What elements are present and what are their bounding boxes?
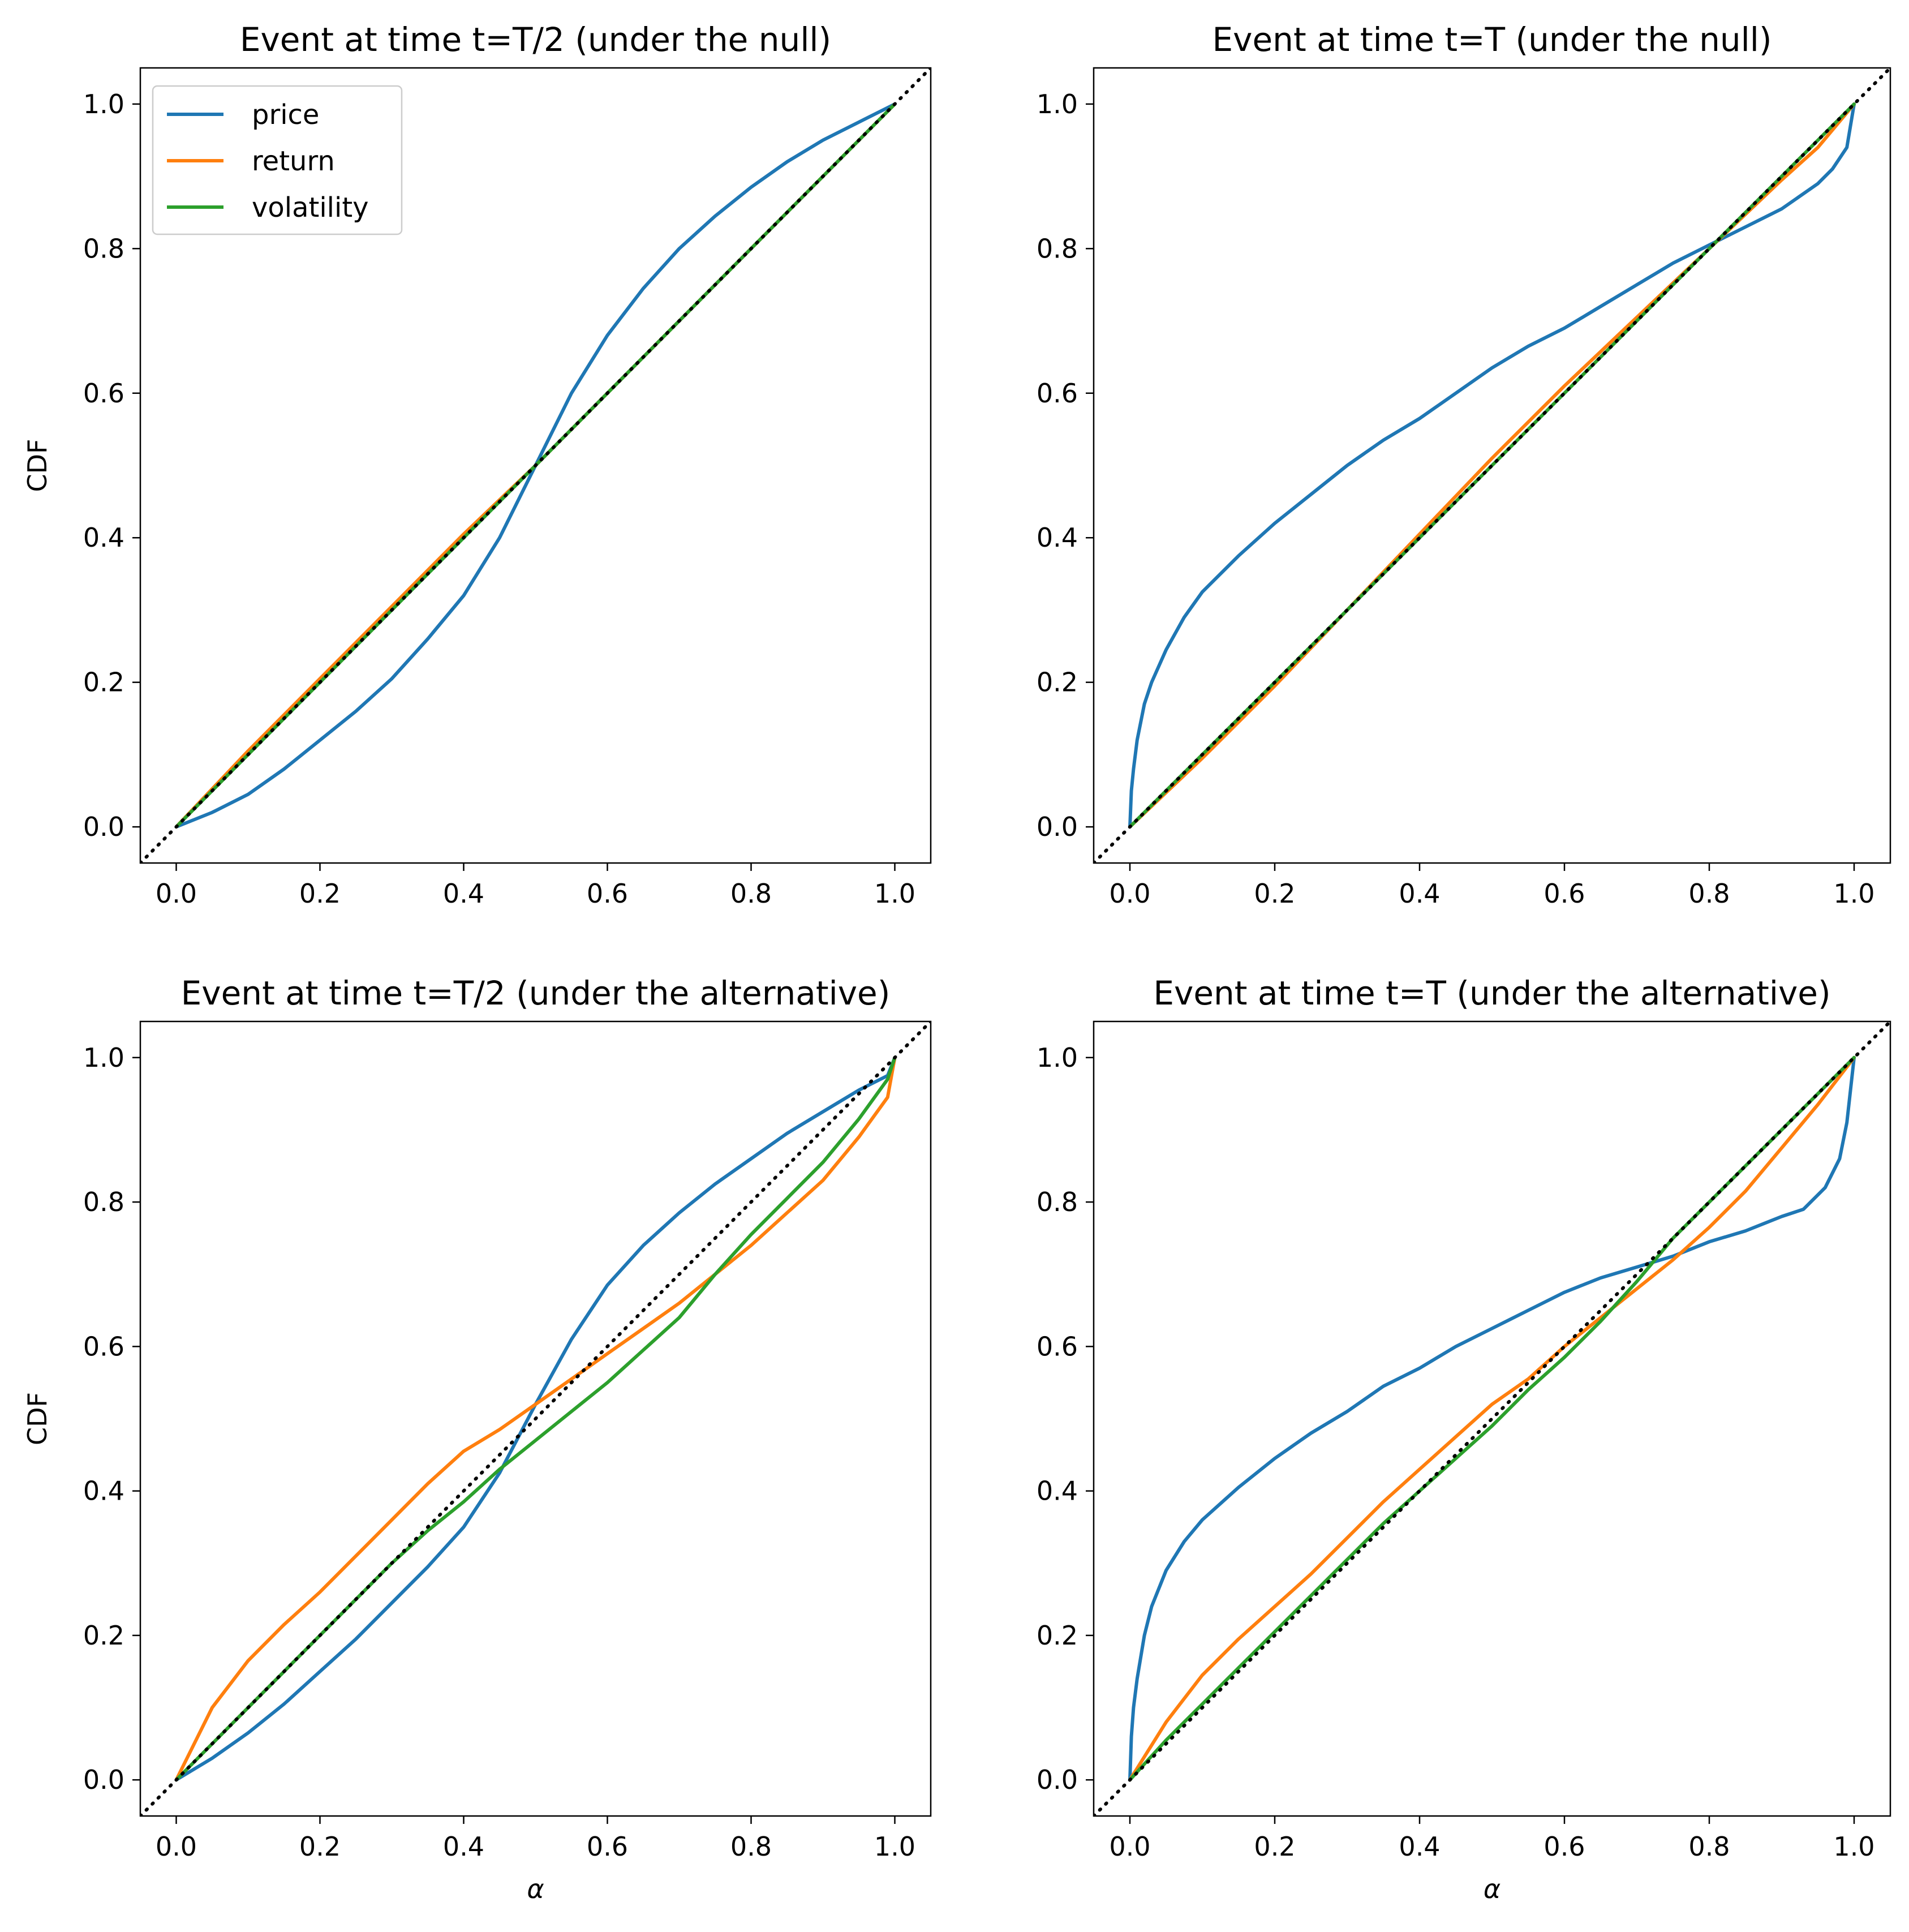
y-tick-label: 0.4: [83, 1476, 124, 1506]
x-tick-label: 0.6: [587, 878, 628, 909]
y-tick-label: 0.4: [1037, 522, 1078, 553]
y-tick-label: 1.0: [1037, 89, 1078, 119]
axes-frame: [139, 1020, 932, 1817]
chart-title: Event at time t=T (under the null): [1213, 20, 1772, 59]
x-tick-label: 0.6: [1543, 1831, 1585, 1862]
y-tick-label: 0.2: [1037, 667, 1078, 698]
x-tick-label: 1.0: [874, 1831, 915, 1862]
x-tick-label: 1.0: [874, 878, 915, 909]
x-axis-label: α: [527, 1874, 544, 1904]
y-tick-label: 0.0: [83, 812, 124, 842]
y-tick-label: 0.8: [1037, 233, 1078, 264]
chart-panel-3: Event at time t=T/2 (under the alternati…: [22, 974, 932, 1904]
y-tick-label: 1.0: [1037, 1042, 1078, 1073]
y-tick-label: 0.8: [83, 233, 124, 264]
legend-label-return: return: [252, 145, 335, 177]
plot-area: [140, 1021, 931, 1816]
x-tick-label: 0.2: [1254, 878, 1295, 909]
x-tick-label: 0.4: [443, 878, 484, 909]
x-tick-label: 0.4: [1399, 878, 1440, 909]
x-tick-label: 0.0: [156, 1831, 197, 1862]
y-tick-label: 0.2: [1037, 1620, 1078, 1651]
x-tick-label: 0.6: [587, 1831, 628, 1862]
x-tick-label: 0.2: [299, 878, 341, 909]
y-tick-label: 0.8: [1037, 1187, 1078, 1217]
y-tick-label: 0.2: [83, 1620, 124, 1651]
chart-title: Event at time t=T/2 (under the null): [240, 20, 831, 59]
chart-panel-2: Event at time t=T (under the null) 0.0 0.2…: [1037, 20, 1891, 909]
y-tick-label: 1.0: [83, 89, 124, 119]
axes-frame: [139, 67, 932, 864]
y-tick-label: 0.4: [83, 522, 124, 553]
x-tick-label: 0.8: [1688, 878, 1730, 909]
x-tick-label: 0.4: [443, 1831, 484, 1862]
x-tick-label: 0.8: [730, 1831, 772, 1862]
y-axis-label: CDF: [22, 439, 53, 492]
series-line-price: [174, 1055, 897, 1782]
y-tick-label: 0.6: [83, 1331, 124, 1362]
reference-diagonal-line: [140, 68, 931, 863]
x-tick-label: 0.0: [1109, 1831, 1150, 1862]
plot-area: [1094, 1021, 1890, 1816]
plot-area: [1094, 68, 1890, 863]
y-tick-label: 0.0: [1037, 1764, 1078, 1795]
y-tick-label: 0.6: [83, 378, 124, 409]
x-tick-label: 0.0: [156, 878, 197, 909]
legend-label-volatility: volatility: [252, 192, 369, 224]
axes-frame: [1093, 1020, 1891, 1817]
x-tick-label: 1.0: [1833, 878, 1874, 909]
legend: price return volatility: [152, 85, 403, 235]
chart-title: Event at time t=T (under the alternative…: [1153, 974, 1830, 1012]
x-tick-label: 0.8: [1688, 1831, 1730, 1862]
series-line-return: [174, 1055, 897, 1782]
y-tick-label: 0.6: [1037, 378, 1078, 409]
series-line-return: [1128, 102, 1856, 829]
chart-panel-4: Event at time t=T (under the alternative…: [1037, 974, 1891, 1904]
x-tick-label: 1.0: [1833, 1831, 1874, 1862]
y-tick-label: 0.2: [83, 667, 124, 698]
y-tick-label: 0.4: [1037, 1476, 1078, 1506]
series-line-return: [1128, 1055, 1856, 1782]
plot-area: [140, 68, 931, 863]
legend-label-price: price: [252, 99, 319, 131]
y-tick-label: 0.6: [1037, 1331, 1078, 1362]
legend-box: [152, 85, 403, 235]
y-tick-label: 0.0: [1037, 812, 1078, 842]
x-axis-label: α: [1484, 1874, 1500, 1904]
y-tick-label: 1.0: [83, 1042, 124, 1073]
x-tick-label: 0.4: [1399, 1831, 1440, 1862]
y-tick-label: 0.0: [83, 1764, 124, 1795]
axes-frame: [1093, 67, 1891, 864]
series-line-price: [1128, 1055, 1856, 1782]
reference-diagonal-line: [140, 1021, 931, 1816]
reference-diagonal-line: [1094, 1021, 1890, 1816]
reference-diagonal-line: [1094, 68, 1890, 863]
chart-title: Event at time t=T/2 (under the alternati…: [181, 974, 891, 1012]
x-tick-label: 0.0: [1109, 878, 1150, 909]
x-tick-label: 0.2: [299, 1831, 341, 1862]
series-line-price: [1128, 102, 1856, 829]
chart-panel-1: Event at time t=T/2 (under the null) 0.0 0…: [22, 20, 932, 909]
x-tick-label: 0.8: [730, 878, 772, 909]
y-axis-label: CDF: [22, 1392, 53, 1445]
x-tick-label: 0.6: [1543, 878, 1585, 909]
y-tick-label: 0.8: [83, 1187, 124, 1217]
series-line-volatility: [1128, 1055, 1856, 1782]
x-tick-label: 0.2: [1254, 1831, 1295, 1862]
